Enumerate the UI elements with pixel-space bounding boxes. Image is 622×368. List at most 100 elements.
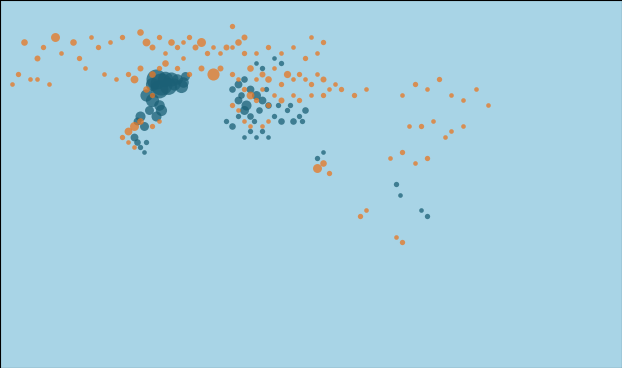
Point: [245, 123, 255, 129]
Point: [129, 123, 139, 129]
Point: [239, 134, 249, 139]
Point: [395, 192, 405, 198]
Point: [269, 66, 279, 71]
Point: [251, 60, 261, 66]
Point: [276, 81, 285, 87]
Point: [169, 81, 179, 87]
Point: [312, 165, 322, 171]
Point: [197, 66, 207, 71]
Point: [208, 71, 218, 77]
Point: [141, 139, 151, 145]
Point: [483, 102, 493, 108]
Point: [154, 118, 164, 124]
Point: [258, 97, 267, 103]
Point: [258, 66, 267, 71]
Point: [129, 144, 139, 150]
Point: [151, 113, 161, 118]
Point: [297, 118, 307, 124]
Point: [147, 123, 157, 129]
Point: [434, 76, 444, 82]
Point: [227, 23, 237, 29]
Point: [154, 34, 164, 40]
Point: [135, 66, 145, 71]
Point: [251, 50, 261, 56]
Point: [117, 34, 127, 40]
Point: [135, 118, 145, 124]
Point: [129, 134, 139, 139]
Point: [99, 71, 109, 77]
Point: [446, 92, 456, 98]
Point: [397, 92, 407, 98]
Point: [318, 149, 328, 155]
Point: [258, 86, 267, 92]
Point: [147, 97, 157, 103]
Point: [263, 118, 273, 124]
Point: [288, 118, 298, 124]
Point: [123, 71, 133, 77]
Point: [178, 79, 188, 85]
Point: [135, 29, 145, 35]
Point: [241, 102, 251, 108]
Point: [288, 76, 298, 82]
Point: [263, 45, 273, 50]
Point: [294, 71, 304, 77]
Point: [397, 239, 407, 245]
Point: [446, 128, 456, 134]
Point: [239, 107, 249, 113]
Point: [245, 92, 255, 98]
Point: [276, 60, 285, 66]
Point: [471, 86, 481, 92]
Point: [123, 128, 133, 134]
Point: [458, 97, 468, 103]
Point: [141, 92, 151, 98]
Point: [178, 39, 188, 45]
Point: [233, 113, 243, 118]
Point: [273, 102, 283, 108]
Point: [312, 50, 322, 56]
Point: [415, 207, 425, 213]
Point: [288, 92, 298, 98]
Point: [50, 34, 60, 40]
Point: [38, 45, 48, 50]
Point: [178, 55, 188, 61]
Point: [300, 55, 310, 61]
Point: [312, 71, 322, 77]
Point: [154, 66, 164, 71]
Point: [349, 92, 359, 98]
Point: [227, 45, 237, 50]
Point: [337, 86, 346, 92]
Point: [166, 39, 176, 45]
Point: [330, 81, 340, 87]
Point: [172, 45, 182, 50]
Point: [263, 134, 273, 139]
Point: [123, 139, 133, 145]
Point: [324, 170, 334, 176]
Point: [415, 123, 425, 129]
Point: [190, 45, 200, 50]
Point: [361, 86, 371, 92]
Point: [282, 107, 292, 113]
Point: [276, 118, 285, 124]
Point: [172, 76, 182, 82]
Point: [202, 50, 212, 56]
Point: [111, 76, 121, 82]
Point: [166, 76, 176, 82]
Point: [104, 39, 114, 45]
Point: [7, 81, 17, 87]
Point: [13, 71, 23, 77]
Point: [154, 86, 164, 92]
Point: [410, 81, 420, 87]
Point: [294, 97, 304, 103]
Point: [172, 66, 182, 71]
Point: [245, 128, 255, 134]
Point: [239, 34, 249, 40]
Point: [239, 50, 249, 56]
Point: [458, 123, 468, 129]
Point: [282, 71, 292, 77]
Point: [263, 102, 273, 108]
Point: [233, 76, 243, 82]
Point: [391, 181, 401, 187]
Point: [428, 118, 438, 124]
Point: [135, 144, 145, 150]
Point: [156, 81, 166, 87]
